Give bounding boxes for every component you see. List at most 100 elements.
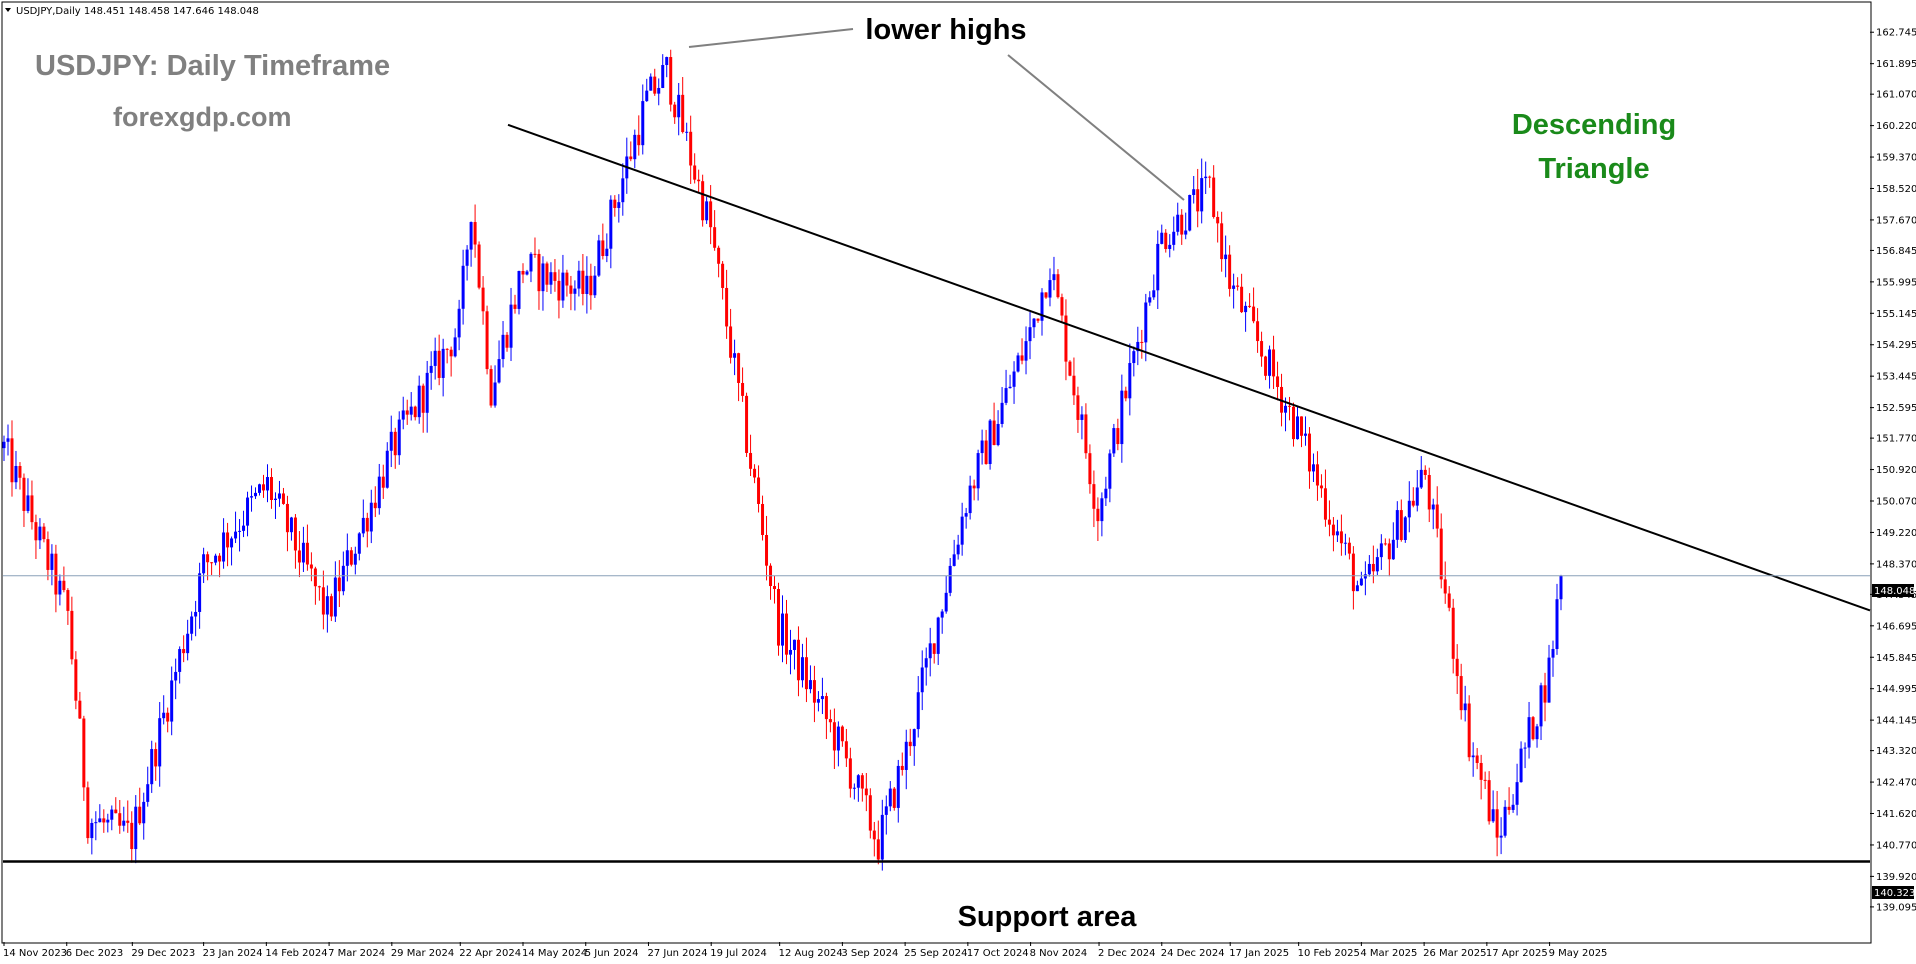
candle-body: [733, 353, 737, 358]
candle-body: [1272, 349, 1276, 377]
candle-body: [812, 680, 816, 703]
time-tick-label: 9 May 2025: [1549, 948, 1608, 959]
candle-body: [1527, 717, 1531, 748]
candle-body: [932, 643, 936, 654]
candle-body: [948, 565, 952, 593]
candle-body: [1164, 232, 1168, 249]
candle-body: [481, 287, 485, 312]
candle-body: [373, 502, 377, 509]
price-tick-label: 139.095: [1876, 902, 1916, 913]
candle-body: [401, 410, 405, 420]
candle-body: [162, 712, 166, 719]
candle-body: [1136, 341, 1140, 352]
price-tick-label: 152.595: [1876, 403, 1916, 414]
candle-body: [960, 516, 964, 545]
candle-body: [226, 532, 230, 548]
candle-body: [1232, 285, 1236, 289]
candle-body: [1100, 498, 1104, 522]
candle-body: [78, 700, 82, 719]
candle-body: [126, 820, 130, 823]
candle-body: [146, 784, 150, 802]
candle-body: [920, 667, 924, 693]
candle-body: [1264, 356, 1268, 376]
candle-body: [94, 822, 98, 824]
candle-body: [110, 809, 114, 820]
candle-body: [497, 359, 501, 383]
candle-body: [892, 788, 896, 808]
time-tick-label: 24 Dec 2024: [1161, 948, 1225, 959]
time-tick-label: 17 Jan 2025: [1229, 948, 1289, 959]
candle-body: [848, 758, 852, 789]
candle-body: [1483, 779, 1487, 781]
time-tick-label: 23 Jan 2024: [203, 948, 263, 959]
candle-body: [872, 830, 876, 840]
candle-body: [22, 477, 26, 511]
candle-body: [757, 477, 761, 504]
price-tick-label: 150.070: [1876, 496, 1916, 507]
candle-body: [2, 441, 6, 449]
support-area-label: Support area: [958, 901, 1138, 933]
candle-body: [1499, 835, 1503, 838]
candle-body: [681, 94, 685, 133]
candle-body: [1112, 428, 1116, 454]
candle-body: [142, 801, 146, 824]
candle-body: [273, 498, 277, 501]
price-tick-label: 157.670: [1876, 215, 1916, 226]
candle-body: [1475, 755, 1479, 763]
candle-body: [58, 580, 62, 595]
candle-body: [1331, 524, 1335, 536]
candle-body: [1407, 500, 1411, 518]
candle-body: [1379, 543, 1383, 558]
candle-body: [1044, 292, 1048, 298]
candle-body: [250, 496, 254, 498]
candle-body: [1303, 433, 1307, 436]
candle-body: [186, 633, 190, 654]
time-tick-label: 14 Nov 2023: [3, 948, 67, 959]
candle-body: [1020, 355, 1024, 361]
chart-title: USDJPY: Daily Timeframe: [35, 50, 390, 82]
price-tick-label: 155.145: [1876, 309, 1916, 320]
candle-body: [1204, 176, 1208, 179]
candle-body: [1216, 216, 1220, 224]
candle-body: [417, 385, 421, 418]
candle-body: [844, 741, 848, 759]
price-tick-label: 145.845: [1876, 653, 1916, 664]
candle-body: [269, 477, 273, 501]
time-tick-label: 14 Feb 2024: [265, 948, 327, 959]
candle-body: [485, 311, 489, 370]
candle-body: [832, 722, 836, 751]
price-tick-label: 144.995: [1876, 684, 1916, 695]
candle-body: [896, 765, 900, 808]
candle-body: [397, 419, 401, 456]
candle-body: [788, 649, 792, 655]
candle-body: [541, 263, 545, 292]
candle-body: [685, 131, 689, 133]
candle-body: [86, 787, 90, 839]
candle-body: [761, 503, 765, 535]
candle-body: [705, 201, 709, 221]
candle-body: [130, 822, 134, 850]
candle-body: [641, 101, 645, 146]
candle-body: [697, 179, 701, 182]
candle-body: [258, 484, 262, 493]
candle-body: [601, 240, 605, 257]
candle-body: [1363, 574, 1367, 579]
candle-body: [1515, 782, 1519, 805]
candle-body: [182, 649, 186, 654]
price-axis: 162.745 161.895 161.070 160.220 159.370 158.5…: [1870, 28, 1916, 913]
candle-body: [413, 406, 417, 418]
price-tick-label: 160.220: [1876, 121, 1916, 132]
candle-body: [557, 280, 561, 301]
time-tick-label: 17 Apr 2025: [1486, 948, 1548, 959]
candle-body: [1455, 658, 1459, 677]
candle-body: [1060, 297, 1064, 316]
candle-body: [856, 775, 860, 788]
candle-body: [1284, 405, 1288, 413]
candle-body: [1196, 189, 1200, 212]
candle-body: [218, 555, 222, 562]
candle-body: [745, 395, 749, 453]
candle-body: [1076, 395, 1080, 420]
